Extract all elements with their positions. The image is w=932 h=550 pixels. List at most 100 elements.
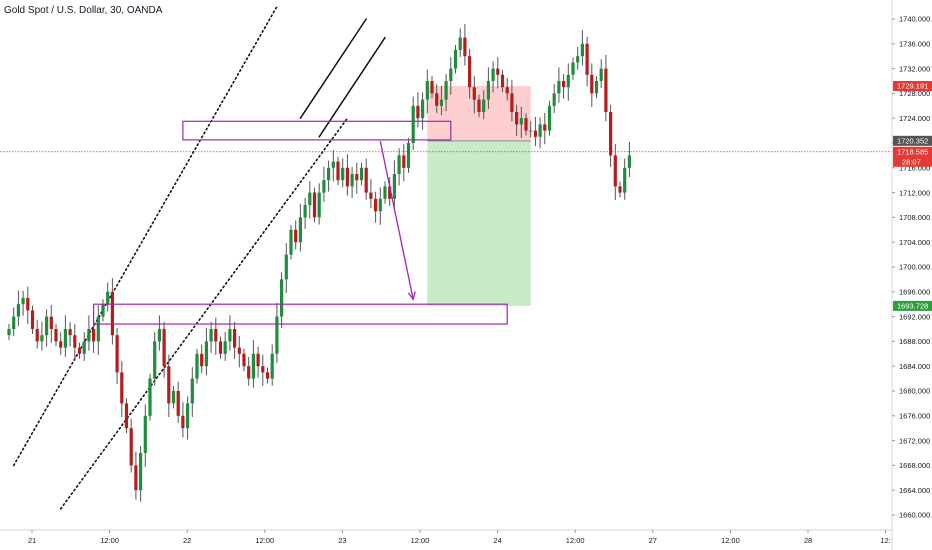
candle [96,305,100,356]
candle-body [345,167,349,187]
support-resistance-zone [92,303,508,325]
candle [92,321,96,353]
candle [186,396,190,440]
candle [63,315,67,357]
y-tick-label: 1732.000 [899,64,930,73]
candle-body [477,99,481,112]
candle [106,282,110,312]
candle-body [181,415,185,429]
target-price-tag-bg [893,300,932,311]
candle-body [524,118,528,131]
candle [68,321,72,347]
x-tick-label: 21 [28,536,36,545]
candle [101,299,105,322]
candle-body [458,37,462,50]
candle-body [538,124,542,137]
candle-body [341,167,345,181]
candle-body [374,198,378,212]
candle-body [129,428,133,466]
candle [397,148,401,186]
candle-body [618,186,622,193]
y-tick-label: 1676.000 [899,412,930,421]
target-price-tag: 1693.728 [893,300,932,311]
candle [416,92,420,128]
candle-body [312,192,317,218]
candle-body [157,329,161,342]
candle-body [30,310,35,329]
candle [110,278,114,345]
candle-body [148,378,152,416]
candle-body [364,167,368,193]
candle [388,177,392,206]
candle [425,69,429,114]
candle [613,143,617,201]
y-tick-label: 1668.000 [899,461,930,470]
candle-body [350,174,354,187]
candle-body [529,130,533,132]
candle [453,45,458,74]
candle-body [101,304,105,317]
candle [477,94,481,117]
candle [87,315,91,351]
candle [496,57,500,89]
chart-title: Gold Spot / U.S. Dollar, 30, OANDA [4,5,163,16]
candle-body [115,335,119,373]
candle [482,90,486,120]
y-tick-label: 1740.000 [899,15,930,24]
candle-body [162,329,166,367]
candle-body [566,74,570,88]
y-tick-label: 1708.000 [899,213,930,222]
candle [16,290,20,326]
x-tick-label: 12:00 [411,536,430,545]
candle-body [472,87,476,100]
candle [270,344,274,386]
x-tick-label: 12:00 [721,536,740,545]
candle-body [331,161,335,168]
candle-body [7,329,11,336]
channel-line [318,36,386,138]
candle-body [77,347,82,354]
y-tick-label: 1684.000 [899,362,930,371]
candle [369,178,373,209]
candle [289,224,293,260]
candle-body [275,316,279,354]
candle-body [176,391,180,416]
candle [157,315,161,351]
entry-price-tag-text: 1720.352 [897,137,928,146]
candle [524,113,528,136]
candle-body [449,68,453,81]
candle-body [359,167,364,181]
candle-body [256,353,260,367]
candle-body [308,192,312,205]
candle-body [557,81,561,94]
candle-body [261,366,265,373]
y-tick-label: 1712.000 [899,188,930,197]
candle-body [336,161,340,181]
candle [261,354,265,387]
candle [49,305,53,343]
candle [510,79,514,122]
candle-body [453,50,458,69]
candle [557,67,561,103]
candle [143,404,147,467]
candle-body [298,217,302,243]
candle-body [59,341,63,348]
candle [444,73,448,112]
candle [364,158,368,200]
candle [204,327,208,376]
y-tick-label: 1672.000 [899,436,930,445]
candle-body [355,174,359,181]
candle [40,321,44,351]
candle [26,286,30,325]
candle [280,272,284,329]
candle [341,158,345,188]
candle-body [327,167,331,181]
candle-body [21,298,25,305]
candle [167,354,171,418]
candle-body [280,279,284,317]
candle-body [533,130,537,137]
candle [251,340,255,388]
candle [359,162,364,186]
candle-body [40,335,44,342]
